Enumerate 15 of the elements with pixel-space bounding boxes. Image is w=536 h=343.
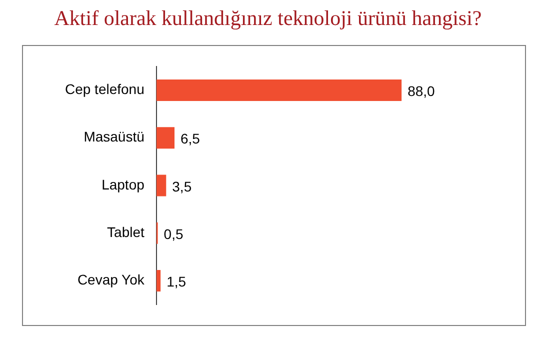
data-label: 88,0	[408, 83, 436, 100]
bar	[156, 270, 161, 292]
data-label: 1,5	[166, 274, 186, 290]
data-label: 0,5	[164, 226, 184, 242]
data-label: 6,5	[180, 130, 200, 147]
y-tick-label: Laptop	[102, 176, 145, 192]
bar	[156, 174, 166, 196]
y-tick-label: Tablet	[107, 224, 144, 240]
bar	[156, 80, 402, 101]
chart-title: Aktif olarak kullandığınız teknoloji ürünü hangisi?	[53, 6, 483, 31]
y-tick-label: Cevap Yok	[77, 272, 146, 288]
y-tick-label: Cep telefonu	[64, 81, 144, 98]
y-tick-label: Masaüstü	[84, 128, 144, 145]
bar	[156, 127, 174, 149]
data-label: 3,5	[172, 178, 192, 194]
